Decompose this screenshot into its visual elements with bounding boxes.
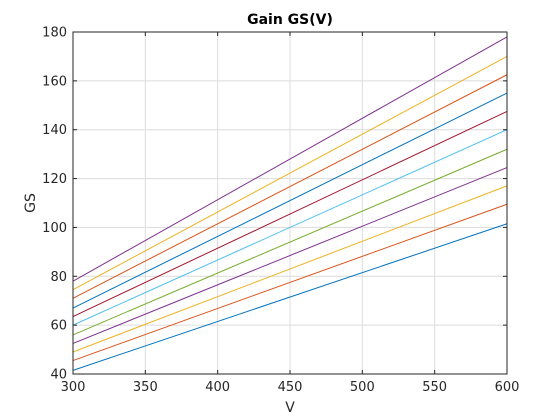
series-line-4: [72, 167, 508, 344]
series-line-5: [72, 148, 508, 336]
series-line-6: [72, 129, 508, 326]
series-line-9: [72, 74, 508, 299]
x-tick-label: 500: [350, 380, 375, 395]
y-axis-label: GS: [23, 193, 39, 213]
series-line-11: [72, 36, 508, 282]
x-tick-label: 450: [278, 380, 303, 395]
x-axis-label: V: [285, 400, 295, 416]
y-tick-label: 40: [50, 368, 67, 383]
y-tick-label: 80: [50, 270, 67, 285]
ticks: 300 350 400 450 500 550 600 40 60 80 100 120 140 160 1…: [42, 26, 519, 396]
y-tick-label: 160: [42, 74, 67, 89]
y-tick-label: 140: [42, 123, 67, 138]
x-tick-label: 400: [205, 380, 230, 395]
y-tick-label: 60: [50, 319, 67, 334]
series-line-2: [72, 203, 508, 362]
x-tick-label: 600: [495, 380, 520, 395]
x-tick-label: 350: [133, 380, 158, 395]
series-line-8: [72, 92, 508, 309]
x-tick-label: 550: [422, 380, 447, 395]
series-line-7: [72, 110, 508, 318]
y-tick-label: 100: [42, 221, 67, 236]
series-line-10: [72, 55, 508, 291]
chart-title: Gain GS(V): [247, 12, 333, 28]
series-group: [72, 36, 508, 371]
y-tick-label: 120: [42, 172, 67, 187]
series-line-1: [72, 223, 508, 371]
series-line-3: [72, 185, 508, 353]
y-tick-label: 180: [42, 26, 67, 41]
x-tick-label: 300: [61, 380, 86, 395]
